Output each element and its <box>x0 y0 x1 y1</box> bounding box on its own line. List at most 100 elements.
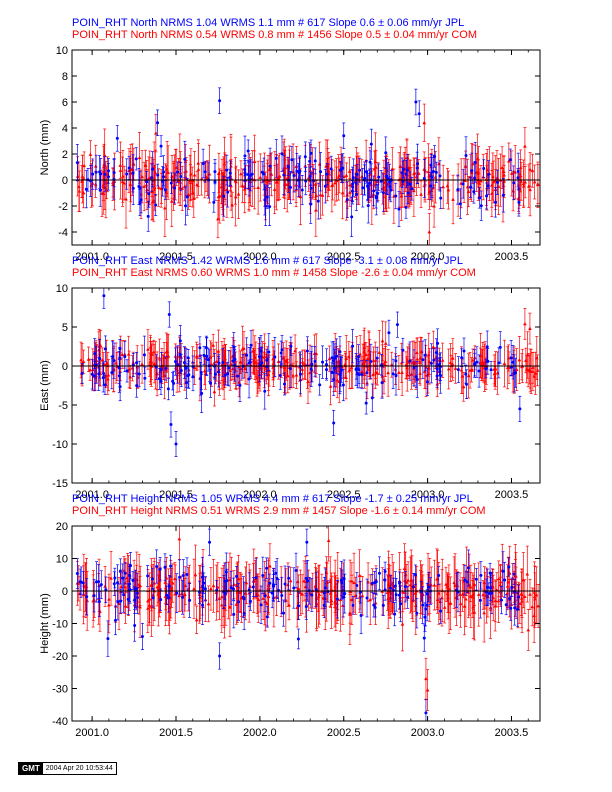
data-point <box>118 163 123 167</box>
data-point <box>446 366 451 371</box>
x-tick-label: 2002.0 <box>243 251 277 263</box>
data-point <box>166 354 171 358</box>
data-point <box>338 372 342 376</box>
data-point <box>81 359 86 364</box>
data-point <box>354 192 358 196</box>
data-point <box>243 172 247 176</box>
data-point <box>486 172 490 176</box>
data-point <box>323 184 327 188</box>
data-point <box>218 99 222 103</box>
data-point <box>524 358 528 362</box>
data-point <box>268 564 272 568</box>
data-point <box>102 153 107 157</box>
data-point <box>456 188 460 192</box>
panel-title-line: POIN_RHT Height NRMS 0.51 WRMS 2.9 mm # … <box>72 505 486 517</box>
data-point <box>216 217 220 221</box>
data-point <box>176 170 180 174</box>
data-point <box>523 321 527 326</box>
data-point <box>152 349 156 354</box>
data-point <box>374 165 378 169</box>
data-point <box>236 576 241 581</box>
data-point <box>536 182 540 186</box>
data-point <box>163 188 167 192</box>
data-point <box>462 349 466 353</box>
data-point <box>176 362 180 366</box>
data-point <box>347 354 351 359</box>
data-point <box>439 196 443 200</box>
data-point <box>351 344 355 348</box>
data-point <box>431 345 436 349</box>
data-point <box>386 177 390 181</box>
data-point <box>258 175 263 179</box>
data-point <box>327 356 332 361</box>
data-point <box>285 182 290 186</box>
data-point <box>308 159 312 163</box>
panel-1: POIN_RHT North NRMS 1.04 WRMS 1.1 mm # 6… <box>39 17 541 263</box>
data-point <box>342 134 346 138</box>
data-point <box>431 170 435 174</box>
data-point <box>344 173 349 177</box>
data-point <box>418 371 422 375</box>
data-point <box>282 173 286 177</box>
data-point <box>374 196 378 200</box>
data-point <box>260 170 264 174</box>
data-point <box>229 362 233 366</box>
data-point <box>173 186 177 190</box>
data-point <box>265 358 269 362</box>
data-point <box>462 604 467 608</box>
data-point <box>345 198 349 202</box>
data-point <box>245 362 249 366</box>
data-point <box>501 193 505 197</box>
data-point <box>356 372 360 376</box>
data-point <box>127 166 131 170</box>
data-point <box>186 356 190 360</box>
data-point <box>476 171 480 175</box>
x-tick-label: 2003.5 <box>495 489 529 501</box>
data-point <box>268 205 272 209</box>
y-tick-label: -10 <box>52 439 68 451</box>
data-point <box>80 371 84 375</box>
data-point <box>463 164 468 168</box>
x-tick-label: 2001.0 <box>75 489 109 501</box>
x-tick-label: 2003.0 <box>411 489 445 501</box>
data-point <box>300 188 304 192</box>
data-point <box>169 423 173 426</box>
data-point <box>189 172 193 176</box>
data-point <box>201 162 205 166</box>
data-point <box>435 577 439 581</box>
data-point <box>401 167 405 171</box>
data-point <box>489 368 493 372</box>
data-point <box>136 375 140 379</box>
data-point <box>103 172 107 176</box>
data-point <box>329 167 333 171</box>
data-point <box>199 370 203 374</box>
data-point <box>335 378 340 382</box>
data-point <box>217 361 221 365</box>
y-tick-label: 0 <box>62 175 68 187</box>
data-point <box>185 195 189 199</box>
data-point <box>174 442 178 446</box>
data-point <box>507 159 511 163</box>
data-point <box>409 578 414 583</box>
data-point <box>206 358 210 362</box>
data-point <box>531 365 535 370</box>
data-point <box>375 356 379 360</box>
data-point <box>536 603 540 608</box>
data-point <box>330 183 335 187</box>
data-point <box>417 360 422 364</box>
data-point <box>330 356 334 360</box>
data-point <box>93 182 98 186</box>
data-point <box>209 586 213 591</box>
data-point <box>190 360 195 364</box>
data-point <box>216 349 221 353</box>
data-point <box>485 194 489 198</box>
y-tick-label: 10 <box>56 283 68 295</box>
data-point <box>137 372 141 376</box>
data-point <box>433 154 437 158</box>
data-point <box>147 362 152 367</box>
data-point <box>516 169 520 173</box>
data-point <box>518 407 522 411</box>
data-point <box>222 162 227 166</box>
data-point <box>154 203 158 207</box>
data-point <box>458 592 462 596</box>
